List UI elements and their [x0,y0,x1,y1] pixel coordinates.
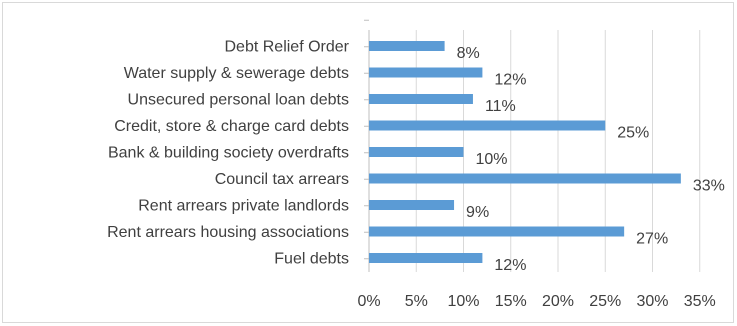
bar [369,147,464,157]
data-label: 10% [476,151,508,168]
data-label: 25% [617,125,649,142]
bar [369,41,445,51]
category-label: Bank & building society overdrafts [108,145,349,162]
data-label: 8% [457,45,480,62]
category-labels: Debt Relief Order Water supply & sewerage… [107,39,350,268]
category-label: Fuel debts [274,251,349,268]
data-label: 12% [494,72,526,89]
x-tick-label: 25% [589,293,621,310]
x-tick-label: 20% [542,293,574,310]
bar [369,67,483,78]
bar [369,94,473,104]
bar [369,173,681,184]
data-labels: 8% 12% 11% 25% 10% 33% 9% 27% 12% [457,45,725,274]
chart-frame [2,2,734,323]
category-label: Debt Relief Order [225,39,350,56]
x-tick-label: 35% [684,293,716,310]
category-label: Rent arrears private landlords [138,198,349,215]
data-label: 11% [485,98,516,115]
x-tick-label: 30% [636,293,668,310]
bar [369,120,606,131]
data-label: 9% [466,204,489,221]
x-tick-label: 5% [405,293,428,310]
data-label: 12% [494,257,526,274]
category-label: Water supply & sewerage debts [124,65,349,82]
x-tick-labels: 0% 5% 10% 15% 20% 25% 30% 35% [357,293,715,310]
category-axis [364,19,370,272]
bar [369,253,483,263]
category-label: Rent arrears housing associations [107,224,349,241]
x-tick-label: 0% [357,293,380,310]
bar [369,200,455,210]
category-label: Council tax arrears [215,171,349,188]
data-label: 33% [693,178,725,195]
bar [369,226,625,237]
category-label: Unsecured personal loan debts [128,92,349,109]
x-tick-label: 15% [495,293,527,310]
x-tick-label: 10% [447,293,479,310]
bars [369,41,681,263]
category-label: Credit, store & charge card debts [114,118,349,135]
data-label: 27% [636,231,668,248]
